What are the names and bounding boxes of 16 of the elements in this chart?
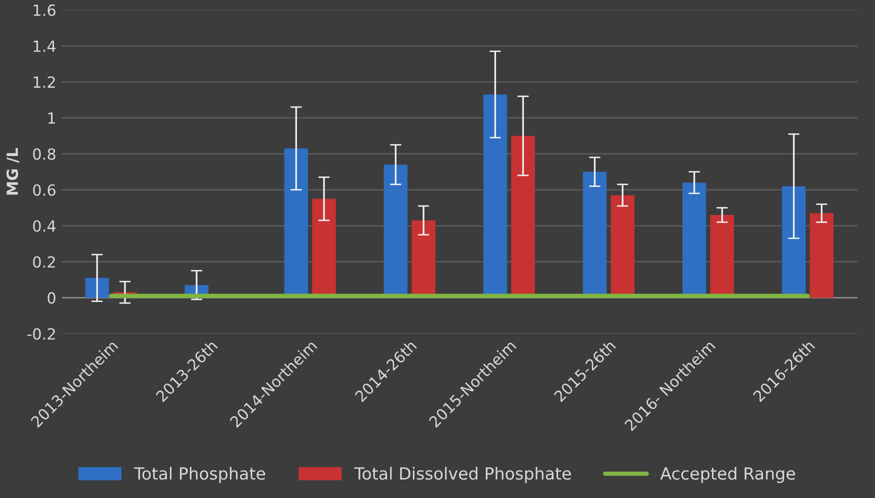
y-tick-label: 0	[48, 292, 56, 304]
legend-label: Accepted Range	[660, 466, 795, 483]
bar	[810, 213, 834, 298]
legend-label: Total Dissolved Phosphate	[354, 466, 571, 483]
y-tick-label: 1.2	[34, 76, 55, 88]
y-tick-label: 0.4	[33, 220, 56, 232]
y-tick-label: 1.6	[34, 4, 56, 16]
y-tick-label: 1	[48, 112, 55, 124]
y-tick-label: -0.2	[27, 328, 55, 340]
legend-label: Total Phosphate	[134, 466, 266, 483]
bar	[85, 278, 109, 298]
y-tick-label: 1.4	[34, 40, 56, 52]
y-tick-label: 0.6	[33, 184, 56, 196]
y-tick-label: 0.2	[33, 256, 55, 268]
y-axis-title: MG /L	[6, 148, 20, 195]
y-tick-label: 0.8	[33, 148, 56, 160]
